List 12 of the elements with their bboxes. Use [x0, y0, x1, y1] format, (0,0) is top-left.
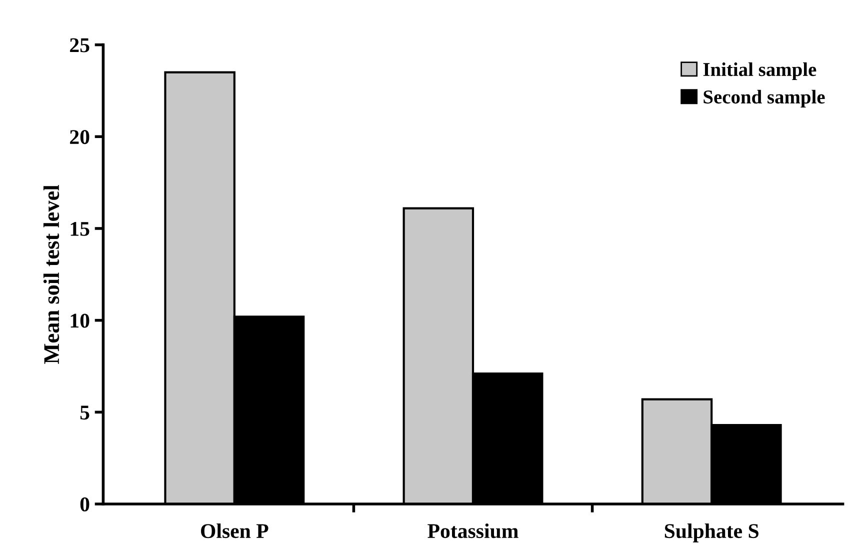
- legend-label: Second sample: [704, 90, 825, 108]
- y-tick-label: 25: [70, 38, 90, 52]
- y-tick-label: 5: [80, 406, 90, 420]
- legend-label: Initial sample: [703, 62, 816, 80]
- y-tick-label: 15: [70, 222, 90, 236]
- x-tick-label: Sulphate S: [664, 523, 758, 542]
- y-tick-label: 10: [70, 314, 90, 328]
- y-axis-title: Mean soil test level: [43, 184, 60, 364]
- x-tick-label: Olsen P: [201, 523, 268, 538]
- y-tick-label: 0: [80, 497, 90, 512]
- x-tick-label: Potassium: [428, 523, 518, 538]
- y-tick-label: 20: [70, 130, 90, 144]
